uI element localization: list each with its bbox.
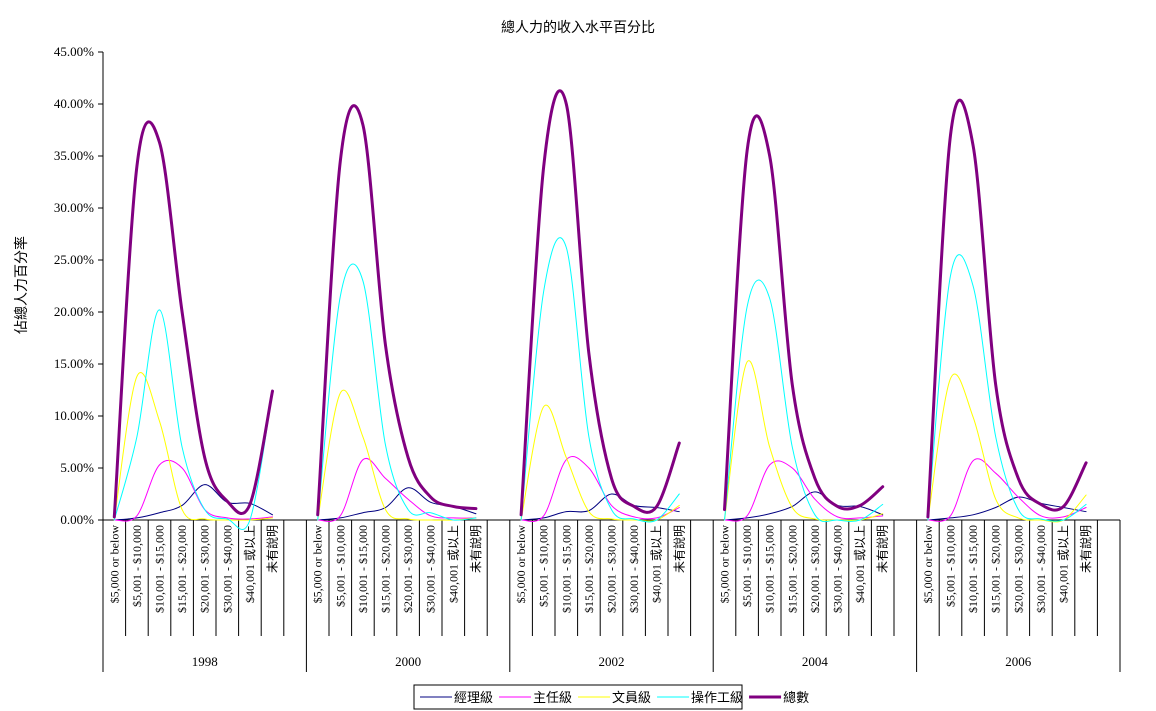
x-tick-label: $15,001 - $20,000 bbox=[582, 525, 596, 613]
x-tick-label: $10,001 - $15,000 bbox=[763, 525, 777, 613]
series-line-4-2004 bbox=[723, 114, 885, 512]
series-line-1-2006 bbox=[927, 458, 1087, 522]
x-tick-label: $15,001 - $20,000 bbox=[989, 525, 1003, 613]
x-tick-label: $40,001 或以上 bbox=[853, 525, 867, 603]
y-tick-label: 40.00% bbox=[54, 96, 94, 111]
series-line-1-2004 bbox=[724, 460, 884, 522]
legend-label: 操作工級 bbox=[691, 690, 743, 706]
x-tick-label: 未有說明 bbox=[265, 525, 280, 573]
x-tick-label: $10,001 - $15,000 bbox=[966, 525, 980, 613]
chart-title: 總人力的收入水平百分比 bbox=[501, 19, 655, 36]
y-tick-label: 5.00% bbox=[60, 460, 94, 475]
x-tick-label: $20,001 - $30,000 bbox=[605, 525, 619, 613]
x-tick-label: $5,000 or below bbox=[514, 525, 528, 604]
series-line-2-2004 bbox=[724, 360, 884, 522]
series-line-4-1998 bbox=[112, 120, 274, 519]
x-tick-label: $20,001 - $30,000 bbox=[401, 525, 415, 613]
y-tick-label: 15.00% bbox=[54, 356, 94, 371]
x-tick-label: $40,001 或以上 bbox=[1057, 525, 1071, 603]
x-tick-label: $15,001 - $20,000 bbox=[379, 525, 393, 613]
y-tick-label: 25.00% bbox=[54, 252, 94, 267]
x-tick-label: $10,001 - $15,000 bbox=[356, 525, 370, 613]
x-tick-label: 未有說明 bbox=[468, 525, 483, 573]
x-tick-label: $30,001 - $40,000 bbox=[627, 525, 641, 613]
x-tick-label: $5,000 or below bbox=[311, 525, 325, 604]
legend-label: 主任級 bbox=[533, 691, 572, 706]
y-axis: 0.00% 5.00% 10.00% 15.00% 20.00% 25.00% 30.00%… bbox=[54, 44, 104, 527]
x-tick-label: 未有說明 bbox=[875, 525, 890, 573]
x-tick-label: $5,000 or below bbox=[718, 525, 732, 604]
x-tick-label: $5,001 - $10,000 bbox=[944, 525, 958, 607]
series-line-1-1998 bbox=[113, 459, 273, 522]
series-line-2-2000 bbox=[317, 389, 477, 521]
x-tick-label: $5,001 - $10,000 bbox=[130, 525, 144, 607]
legend: 經理級 主任級 文員級 操作工級 總數 bbox=[413, 684, 809, 710]
group-label: 1998 bbox=[192, 654, 218, 669]
group-label: 2006 bbox=[1005, 654, 1032, 669]
y-tick-label: 0.00% bbox=[60, 512, 94, 527]
x-tick-label: $40,001 或以上 bbox=[243, 525, 257, 603]
x-tick-label: $15,001 - $20,000 bbox=[175, 525, 189, 613]
x-tick-label: $40,001 或以上 bbox=[650, 525, 664, 603]
series-line-3-2006 bbox=[927, 254, 1087, 522]
series-line-3-2000 bbox=[317, 263, 477, 521]
group-label: 2002 bbox=[599, 654, 625, 669]
series-line-0-2000 bbox=[317, 487, 477, 521]
series-line-4-2006 bbox=[926, 98, 1088, 519]
series-line-0-1998 bbox=[113, 484, 273, 521]
group-label: 2004 bbox=[802, 654, 829, 669]
legend-label: 總數 bbox=[783, 690, 809, 706]
x-tick-label: $20,001 - $30,000 bbox=[808, 525, 822, 613]
series-line-2-2002 bbox=[520, 404, 680, 522]
x-tick-label: $40,001 或以上 bbox=[446, 525, 460, 603]
y-tick-label: 35.00% bbox=[54, 148, 94, 163]
group-label: 2000 bbox=[395, 654, 421, 669]
series-line-2-2006 bbox=[927, 373, 1087, 523]
x-tick-label: $10,001 - $15,000 bbox=[153, 525, 167, 613]
series-line-4-2000 bbox=[316, 104, 478, 517]
series-line-2-1998 bbox=[113, 372, 273, 521]
x-tick-label: $5,001 - $10,000 bbox=[333, 525, 347, 607]
x-tick-label: $5,000 or below bbox=[921, 525, 935, 604]
legend-label: 文員級 bbox=[612, 691, 651, 706]
y-tick-label: 20.00% bbox=[54, 304, 94, 319]
x-tick-label: $30,001 - $40,000 bbox=[220, 525, 234, 613]
x-tick-label: $5,000 or below bbox=[107, 525, 121, 604]
x-tick-label: $30,001 - $40,000 bbox=[424, 525, 438, 613]
x-tick-label: $5,001 - $10,000 bbox=[740, 525, 754, 607]
x-tick-label: $30,001 - $40,000 bbox=[831, 525, 845, 613]
x-tick-label: $5,001 - $10,000 bbox=[537, 525, 551, 607]
x-tick-label: $30,001 - $40,000 bbox=[1034, 525, 1048, 613]
x-axis: $5,000 or below $5,001 - $10,000 $10,001 -… bbox=[102, 519, 1121, 672]
x-tick-label: $20,001 - $30,000 bbox=[1011, 525, 1025, 613]
x-tick-label: 未有說明 bbox=[671, 525, 686, 573]
series-line-3-2002 bbox=[520, 237, 680, 523]
y-tick-label: 10.00% bbox=[54, 408, 94, 423]
series-line-4-2002 bbox=[519, 89, 681, 517]
x-tick-label: $10,001 - $15,000 bbox=[559, 525, 573, 613]
series-line-1-2000 bbox=[317, 457, 477, 522]
y-tick-label: 45.00% bbox=[54, 44, 94, 59]
x-tick-label: $15,001 - $20,000 bbox=[785, 525, 799, 613]
legend-label: 經理級 bbox=[454, 691, 493, 706]
series-line-1-2002 bbox=[520, 456, 680, 522]
x-tick-label: $20,001 - $30,000 bbox=[198, 525, 212, 613]
y-tick-label: 30.00% bbox=[54, 200, 94, 215]
x-tick-label: 未有說明 bbox=[1078, 525, 1093, 573]
y-axis-label: 佔總人力百分率 bbox=[13, 236, 30, 334]
series-line-3-1998 bbox=[113, 309, 273, 530]
series-line-3-2004 bbox=[724, 279, 884, 523]
series-lines bbox=[112, 89, 1088, 530]
